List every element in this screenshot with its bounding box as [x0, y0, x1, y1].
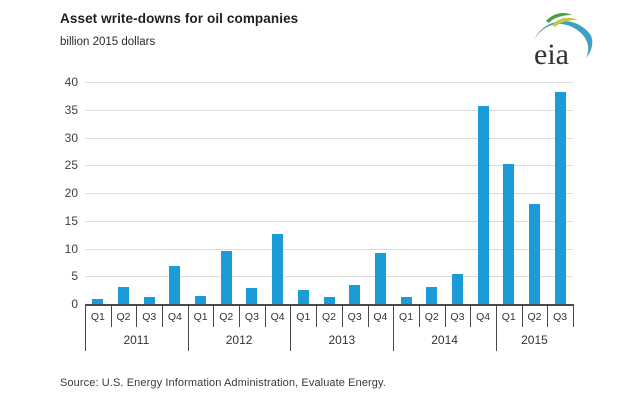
year-separator-line [496, 304, 497, 351]
quarter-label-2014-q1: Q1 [399, 311, 414, 323]
quarter-separator-line [522, 304, 523, 327]
bar-2012-q2 [220, 251, 232, 304]
quarter-separator-line [445, 304, 446, 327]
quarter-separator-line [136, 304, 137, 327]
bar-2012-q4 [272, 234, 284, 304]
gridline-y15 [85, 220, 573, 222]
quarter-separator-line [316, 304, 317, 327]
quarter-separator-line [213, 304, 214, 327]
source-note: Source: U.S. Energy Information Administ… [60, 377, 386, 389]
y-axis-tick-label: 30 [64, 130, 78, 145]
gridline-y35 [85, 109, 573, 111]
quarter-separator-line [547, 304, 548, 327]
quarter-label-2015-q1: Q1 [501, 311, 516, 323]
y-axis-tick-label: 0 [71, 297, 78, 311]
quarter-label-2011-q2: Q2 [116, 311, 131, 323]
bar-2013-q1 [297, 289, 309, 304]
quarter-separator-line [470, 304, 471, 327]
gridline-y30 [85, 137, 573, 139]
bar-2015-q3 [554, 92, 566, 304]
year-label-2015: 2015 [521, 333, 548, 347]
quarter-separator-line [239, 304, 240, 327]
bar-2014-q4 [477, 106, 489, 304]
year-label-2012: 2012 [225, 333, 253, 347]
quarter-separator-line [573, 304, 574, 327]
y-axis-tick-label: 20 [64, 186, 78, 200]
quarter-label-2011-q1: Q1 [90, 311, 105, 323]
bar-2013-q3 [349, 284, 361, 304]
quarter-separator-line [162, 304, 163, 327]
quarter-label-2012-q3: Q3 [244, 311, 259, 323]
quarter-label-2015-q2: Q2 [527, 311, 542, 323]
quarter-separator-line [265, 304, 266, 327]
bar-2014-q2 [426, 287, 438, 304]
y-axis-tick-label: 10 [64, 241, 78, 256]
quarter-label-2013-q1: Q1 [296, 311, 311, 323]
bar-2012-q1 [195, 296, 207, 304]
quarter-label-2013-q2: Q2 [321, 311, 336, 323]
year-label-2011: 2011 [123, 333, 150, 347]
quarter-label-2013-q3: Q3 [347, 311, 362, 323]
bar-2014-q3 [451, 274, 463, 304]
year-separator-line [290, 304, 291, 351]
bar-2011-q1 [92, 299, 104, 304]
year-separator-line [393, 304, 394, 351]
gridline-y5 [85, 276, 573, 278]
bar-2013-q4 [374, 252, 386, 304]
eia-logo-swoosh-icon [534, 21, 593, 58]
gridline-y40 [85, 82, 573, 83]
chart-title: Asset write-downs for oil companies [60, 11, 299, 26]
quarter-label-2014-q2: Q2 [424, 311, 439, 323]
bar-2011-q3 [143, 296, 155, 304]
quarter-label-2012-q1: Q1 [193, 311, 208, 323]
bar-2012-q3 [246, 287, 258, 304]
eia-logo: eia [534, 13, 593, 71]
y-axis-tick-label: 15 [64, 213, 78, 228]
gridline-y25 [85, 165, 573, 167]
year-separator-line [85, 304, 86, 351]
quarter-label-2015-q3: Q3 [553, 311, 568, 323]
eia-logo-leaf-green-icon [546, 13, 572, 23]
bar-2011-q2 [118, 286, 130, 304]
bar-2014-q1 [400, 296, 412, 304]
gridline-y10 [85, 248, 573, 250]
quarter-label-2014-q3: Q3 [450, 311, 465, 323]
quarter-separator-line [419, 304, 420, 327]
year-label-2013: 2013 [328, 333, 356, 347]
quarter-separator-line [368, 304, 369, 327]
bar-2015-q2 [528, 204, 540, 304]
eia-logo-text: eia [534, 38, 569, 71]
quarter-label-2013-q4: Q4 [373, 311, 388, 323]
y-axis-tick-label: 35 [64, 102, 78, 117]
quarter-label-2011-q4: Q4 [167, 311, 182, 323]
y-axis-tick-label: 40 [64, 75, 78, 89]
eia-logo-leaf-lime-icon [552, 17, 578, 27]
quarter-label-2012-q4: Q4 [270, 311, 285, 323]
quarter-separator-line [342, 304, 343, 327]
bar-2013-q2 [323, 296, 335, 304]
x-axis-line [85, 304, 573, 306]
quarter-label-2012-q2: Q2 [219, 311, 234, 323]
y-axis-tick-label: 25 [64, 158, 78, 173]
plot-area [85, 82, 573, 306]
quarter-separator-line [111, 304, 112, 327]
quarter-label-2014-q4: Q4 [476, 311, 491, 323]
gridline-y20 [85, 193, 573, 194]
year-separator-line [188, 304, 189, 351]
quarter-label-2011-q3: Q3 [142, 311, 157, 323]
bar-2011-q4 [169, 266, 181, 304]
bar-2015-q1 [503, 164, 515, 304]
chart-unit-subtitle: billion 2015 dollars [60, 36, 156, 48]
y-axis-tick-label: 5 [71, 269, 78, 284]
year-label-2014: 2014 [431, 333, 458, 347]
